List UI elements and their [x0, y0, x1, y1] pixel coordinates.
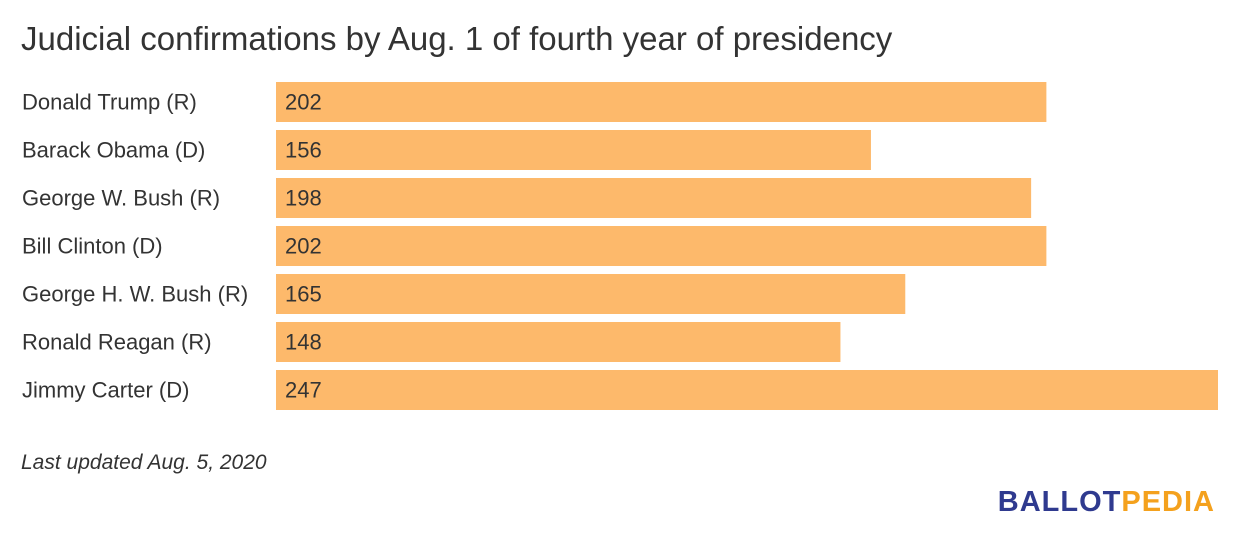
category-label-0: Donald Trump (R) [22, 90, 197, 115]
category-label-6: Jimmy Carter (D) [22, 378, 189, 403]
bar-0 [276, 82, 1047, 122]
category-label-2: George W. Bush (R) [22, 186, 220, 211]
data-label-2: 198 [285, 186, 322, 211]
logo-text-pedia: PEDIA [1121, 486, 1215, 518]
data-label-4: 165 [285, 282, 322, 307]
logo-text-ballot: BALLOT [997, 486, 1122, 518]
data-label-6: 247 [285, 378, 322, 403]
category-label-5: Ronald Reagan (R) [22, 330, 212, 355]
data-label-1: 156 [285, 138, 322, 163]
data-label-0: 202 [285, 90, 322, 115]
chart-title: Judicial confirmations by Aug. 1 of four… [21, 20, 893, 57]
data-label-5: 148 [285, 330, 322, 355]
category-label-4: George H. W. Bush (R) [22, 282, 248, 307]
ballotpedia-logo: BALLOTPEDIA [998, 486, 1215, 519]
bar-6 [276, 370, 1218, 410]
last-updated-note: Last updated Aug. 5, 2020 [21, 451, 267, 474]
data-label-3: 202 [285, 234, 322, 259]
bar-3 [276, 226, 1047, 266]
bar-2 [276, 178, 1032, 218]
bar-1 [276, 130, 871, 170]
bar-4 [276, 274, 906, 314]
category-label-3: Bill Clinton (D) [22, 234, 163, 259]
category-label-1: Barack Obama (D) [22, 138, 205, 163]
bar-5 [276, 322, 841, 362]
